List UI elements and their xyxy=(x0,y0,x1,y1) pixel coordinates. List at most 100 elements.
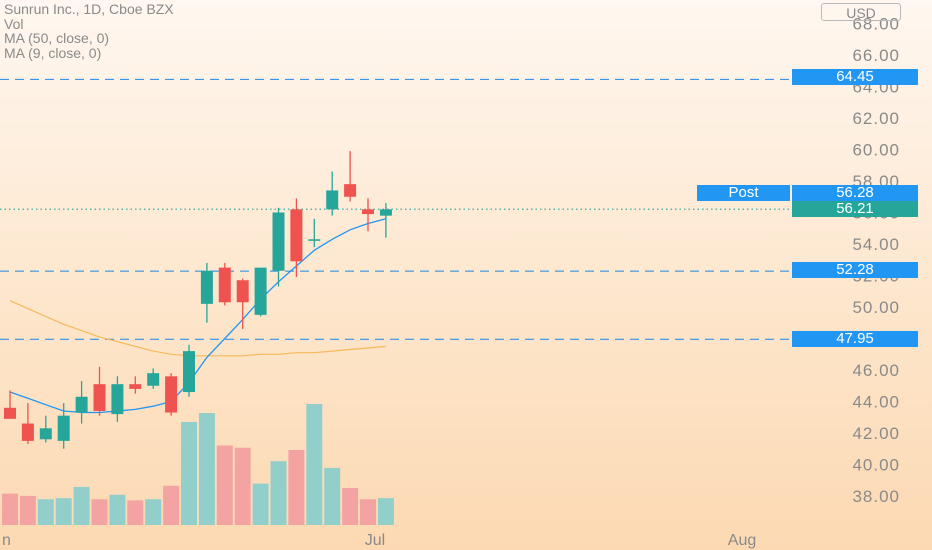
candle-body-4 xyxy=(75,396,88,413)
candle-body-0 xyxy=(4,407,16,419)
y-tick-label-1: 40.00 xyxy=(852,456,900,475)
legend-vol[interactable]: Vol xyxy=(4,15,24,32)
level-tag-52-28[interactable]: 52.28 xyxy=(792,262,918,278)
y-tick-label-4: 46.00 xyxy=(852,361,900,380)
volume-bar-18 xyxy=(324,467,341,525)
volume-bar-8 xyxy=(145,499,162,525)
y-tick-label-14: 66.00 xyxy=(852,46,900,65)
y-tick-label-2: 42.00 xyxy=(852,424,900,443)
volume-bar-1 xyxy=(19,495,36,525)
candle-21[interactable] xyxy=(379,203,392,238)
legend-ma9[interactable]: MA (9, close, 0) xyxy=(4,44,102,61)
last-price-tag: 56.21 xyxy=(792,201,918,217)
candle-18[interactable] xyxy=(326,171,339,216)
volume-bar-12 xyxy=(216,445,233,525)
candle-5[interactable] xyxy=(93,366,106,416)
candle-12[interactable] xyxy=(218,262,231,306)
legend-ma50[interactable]: MA (50, close, 0) xyxy=(4,30,110,46)
level-tag-47-95[interactable]: 47.95 xyxy=(792,331,918,347)
volume-bar-2 xyxy=(37,499,54,525)
chart-legend: Sunrun Inc., 1D, Cboe BZX Vol MA (50, cl… xyxy=(4,2,174,60)
volume-bar-5 xyxy=(91,499,108,525)
ma9-line xyxy=(9,218,387,414)
y-tick-label-12: 62.00 xyxy=(852,109,900,128)
candle-body-15 xyxy=(272,212,285,271)
volume-bars xyxy=(2,404,394,525)
volume-bar-17 xyxy=(306,404,323,525)
candle-9[interactable] xyxy=(165,373,178,416)
horizontal-levels xyxy=(0,78,790,340)
volume-bar-0 xyxy=(2,493,18,525)
candle-13[interactable] xyxy=(236,278,249,330)
post-price-tag: 56.28 xyxy=(792,185,918,201)
candle-10[interactable] xyxy=(183,344,195,397)
candle-body-21 xyxy=(379,209,392,216)
candle-body-19 xyxy=(344,184,357,197)
y-tick-label-15: 68.00 xyxy=(852,15,900,34)
volume-bar-10 xyxy=(181,421,197,525)
candle-body-6 xyxy=(111,384,124,415)
volume-bar-20 xyxy=(360,499,376,525)
ma50-line xyxy=(9,300,386,357)
x-tick-label-1: Jul xyxy=(365,532,385,549)
candle-7[interactable] xyxy=(129,376,142,394)
y-tick-label-6: 50.00 xyxy=(852,298,900,317)
candle-4[interactable] xyxy=(75,381,88,424)
y-tick-label-11: 60.00 xyxy=(852,141,900,160)
candle-1[interactable] xyxy=(21,403,34,445)
y-tick-label-0: 38.00 xyxy=(852,487,900,506)
candle-body-7 xyxy=(129,384,142,389)
candle-8[interactable] xyxy=(147,368,160,389)
post-label-tag: Post xyxy=(697,185,790,201)
x-tick-label-2: Aug xyxy=(728,532,756,549)
candle-17[interactable] xyxy=(308,218,321,248)
candle-body-11 xyxy=(200,270,213,304)
level-tag-64-45[interactable]: 64.45 xyxy=(792,69,918,85)
currency-unit-button[interactable]: USD xyxy=(821,3,901,21)
volume-bar-21 xyxy=(377,498,394,525)
volume-bar-4 xyxy=(73,486,90,525)
volume-bar-15 xyxy=(270,461,287,525)
candle-11[interactable] xyxy=(200,262,213,323)
candle-body-2 xyxy=(39,428,52,440)
volume-bar-19 xyxy=(342,488,359,525)
symbol-title[interactable]: Sunrun Inc., 1D, Cboe BZX xyxy=(4,1,174,17)
candle-body-8 xyxy=(147,373,160,386)
moving-averages xyxy=(9,218,387,414)
candle-body-10 xyxy=(183,351,195,393)
x-tick-label-0: n xyxy=(2,532,11,549)
candlesticks[interactable] xyxy=(4,151,392,449)
volume-bar-9 xyxy=(163,485,180,525)
volume-bar-11 xyxy=(198,413,215,525)
candle-0[interactable] xyxy=(4,390,16,419)
candle-3[interactable] xyxy=(57,403,70,449)
candle-body-9 xyxy=(165,376,178,413)
candle-body-14 xyxy=(254,267,267,315)
candle-body-5 xyxy=(93,384,106,411)
volume-bar-14 xyxy=(252,483,269,525)
y-tick-label-3: 44.00 xyxy=(852,393,900,412)
time-axis[interactable]: n Jul Aug xyxy=(2,532,756,549)
candle-20[interactable] xyxy=(362,198,374,232)
candle-body-17 xyxy=(308,239,321,241)
y-tick-label-8: 54.00 xyxy=(852,235,900,254)
volume-bar-7 xyxy=(127,500,144,525)
candle-body-3 xyxy=(57,415,70,441)
candle-2[interactable] xyxy=(39,415,52,443)
candle-body-13 xyxy=(236,280,249,303)
candle-15[interactable] xyxy=(272,207,285,287)
volume-bar-6 xyxy=(109,494,126,525)
candle-body-12 xyxy=(218,267,231,303)
candle-14[interactable] xyxy=(254,267,267,317)
candle-19[interactable] xyxy=(344,151,357,202)
candle-body-16 xyxy=(290,209,303,262)
volume-bar-16 xyxy=(288,449,305,525)
candle-body-1 xyxy=(21,423,34,441)
candle-body-20 xyxy=(362,209,374,215)
candle-body-18 xyxy=(326,190,339,210)
candle-6[interactable] xyxy=(111,376,124,422)
volume-bar-13 xyxy=(234,447,251,525)
volume-bar-3 xyxy=(55,498,72,525)
candle-16[interactable] xyxy=(290,198,303,278)
